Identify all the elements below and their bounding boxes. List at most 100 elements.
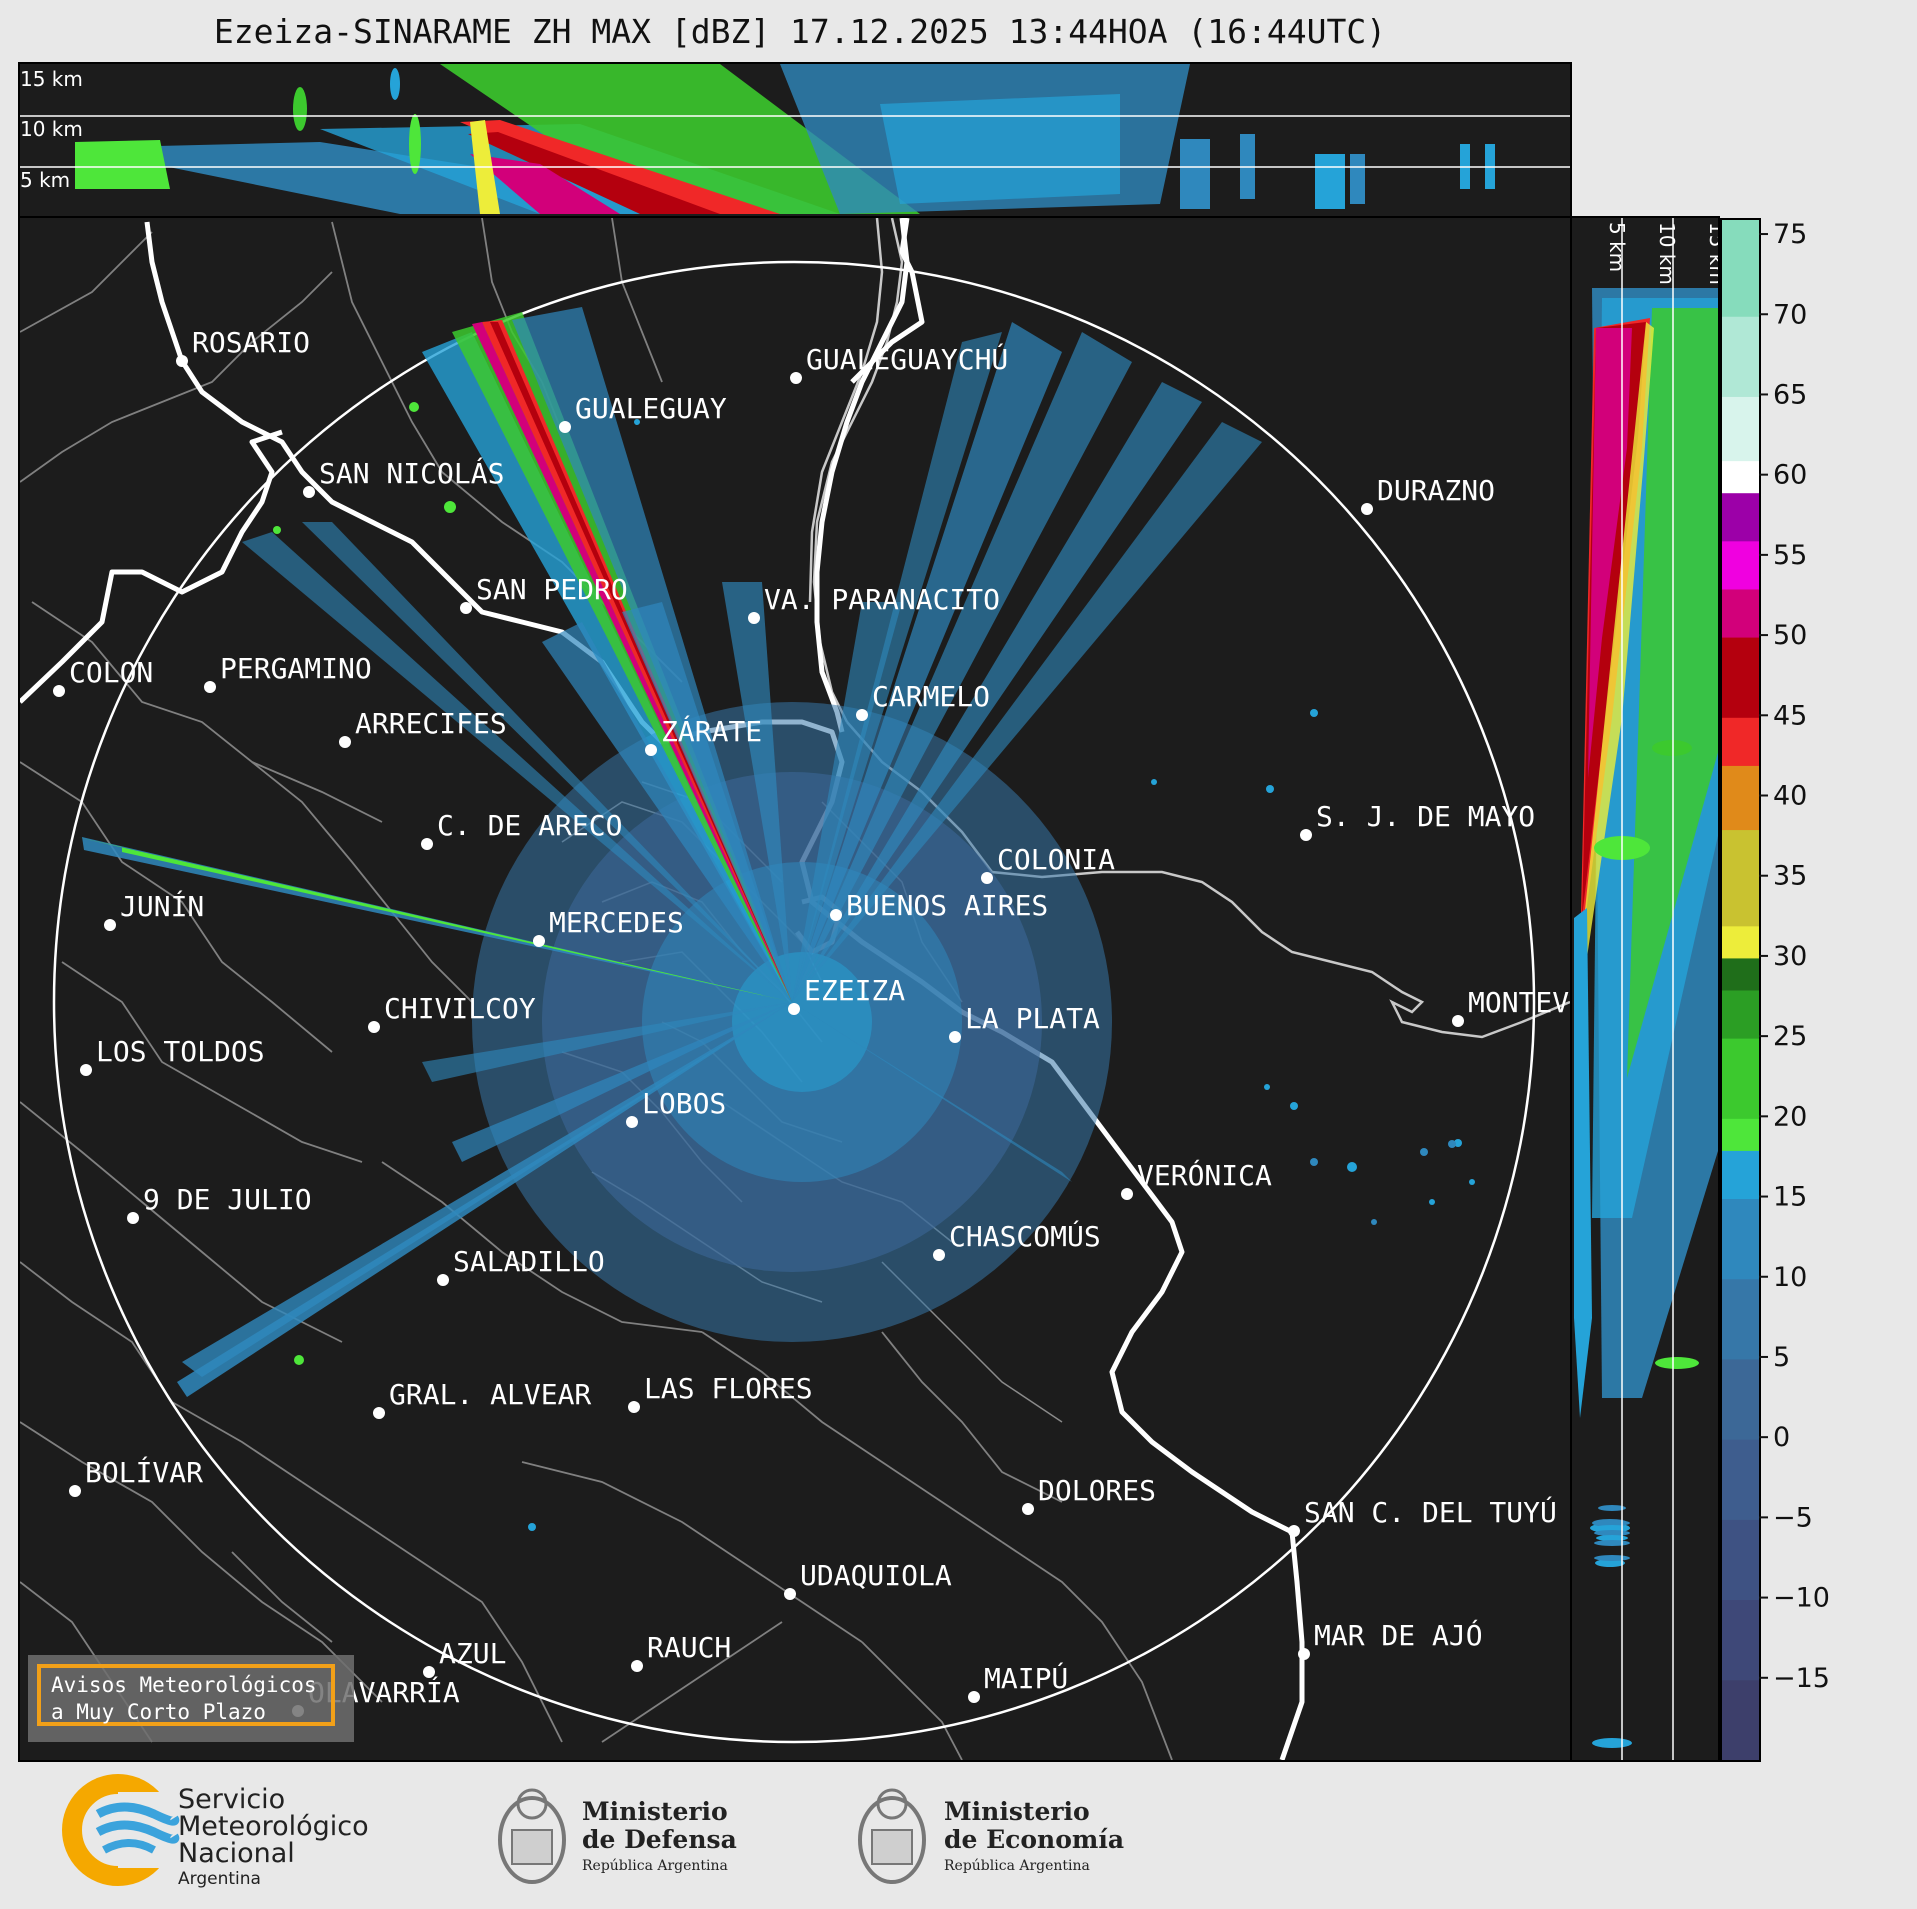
- city-9-de-julio: 9 DE JULIO: [127, 1183, 312, 1224]
- colorbar-segment: [1722, 1439, 1759, 1520]
- colorbar-segment: [1722, 925, 1759, 959]
- side-echo-fan: [1574, 288, 1718, 1748]
- city-marker-dot: [631, 1660, 643, 1672]
- colorbar-tick-label: 5: [1773, 1342, 1790, 1373]
- city-lobos: LOBOS: [626, 1087, 726, 1128]
- city-label: MONTEVIDEO: [1468, 986, 1570, 1019]
- city-chivilcoy: CHIVILCOY: [368, 992, 536, 1033]
- colorbar-segment: [1722, 492, 1759, 542]
- city-marker-dot: [645, 744, 657, 756]
- defensa-line-1: Ministerio: [582, 1797, 728, 1826]
- colorbar-ticks: 75 70 65 60 55 50 45 40 35 30 25 20 15 10 5 0 −5 −10 −15: [1759, 218, 1909, 1758]
- defensa-logo: Ministerio de Defensa República Argentin…: [498, 1788, 737, 1884]
- economia-logo: Ministerio de Economía República Argenti…: [858, 1788, 1124, 1884]
- city-label: PERGAMINO: [220, 652, 372, 685]
- colorbar-tick-label: 50: [1773, 620, 1807, 651]
- city-marker-dot: [69, 1485, 81, 1497]
- defensa-line-2: de Defensa: [582, 1825, 737, 1854]
- city-chascom-s: CHASCOMÚS: [933, 1219, 1101, 1261]
- city-label: ZÁRATE: [661, 714, 762, 748]
- city-label: DOLORES: [1038, 1474, 1156, 1507]
- colorbar-segment: [1722, 220, 1759, 317]
- city-marker-dot: [748, 612, 760, 624]
- height-label-10km: 10 km: [20, 117, 83, 141]
- city-marker-dot: [1361, 503, 1373, 515]
- city-markers: ROSARIO GUALEGUAYCHÚ GUALEGUAY SAN NICOLÁS D…: [53, 326, 1570, 1717]
- city-los-toldos: LOS TOLDOS: [80, 1035, 265, 1076]
- city-marker-dot: [368, 1021, 380, 1033]
- city-dolores: DOLORES: [1022, 1474, 1156, 1515]
- smn-line-2: Meteorológico: [178, 1811, 369, 1842]
- city-bol-var: BOLÍVAR: [69, 1455, 203, 1497]
- city-label: UDAQUIOLA: [800, 1559, 952, 1592]
- colorbar-tick-label: 20: [1773, 1101, 1807, 1132]
- city-label: RAUCH: [647, 1631, 731, 1664]
- radar-echoes: [77, 307, 1475, 1531]
- city-marker-dot: [830, 909, 842, 921]
- colorbar-segment: [1722, 1150, 1759, 1200]
- colorbar-segment: [1722, 637, 1759, 718]
- city-marker-dot: [373, 1407, 385, 1419]
- city-ver-nica: VERÓNICA: [1121, 1158, 1272, 1200]
- city-marker-dot: [339, 736, 351, 748]
- city-maip-: MAIPÚ: [968, 1661, 1068, 1703]
- city-label: EZEIZA: [804, 974, 905, 1007]
- city-marker-dot: [423, 1666, 435, 1678]
- colorbar-segment: [1722, 1679, 1759, 1760]
- city-carmelo: CARMELO: [856, 680, 990, 721]
- city-san-pedro: SAN PEDRO: [460, 573, 628, 614]
- city-s-j-de-mayo: S. J. DE MAYO: [1300, 800, 1535, 841]
- radar-map-panel: ROSARIO GUALEGUAYCHÚ GUALEGUAY SAN NICOLÁS D…: [18, 216, 1572, 1762]
- city-label: MAIPÚ: [984, 1661, 1068, 1695]
- economia-line-2: de Economía: [944, 1825, 1124, 1854]
- city-jun-n: JUNÍN: [104, 889, 204, 931]
- city-marker-dot: [1121, 1188, 1133, 1200]
- city-marker-dot: [421, 838, 433, 850]
- colorbar-tick-label: 10: [1773, 1262, 1807, 1293]
- colorbar-tick-label: −5: [1773, 1502, 1813, 1533]
- city-label: VERÓNICA: [1137, 1158, 1272, 1192]
- city-label: ROSARIO: [192, 326, 310, 359]
- colorbar-tick-label: 15: [1773, 1182, 1807, 1213]
- side-cross-section-panel: 5 km 10 km 15 km: [1570, 216, 1720, 1762]
- city-label: 9 DE JULIO: [143, 1183, 312, 1216]
- dbz-colorbar: [1720, 218, 1761, 1762]
- city-label: LAS FLORES: [644, 1372, 813, 1405]
- colorbar-segment: [1722, 540, 1759, 590]
- city-z-rate: ZÁRATE: [645, 714, 762, 756]
- colorbar-tick-label: −15: [1773, 1663, 1830, 1694]
- city-marker-dot: [303, 486, 315, 498]
- city-mar-de-aj-: MAR DE AJÓ: [1298, 1618, 1483, 1660]
- colorbar-segment: [1722, 957, 1759, 991]
- city-label: LA PLATA: [965, 1002, 1100, 1035]
- city-label: MAR DE AJÓ: [1314, 1618, 1483, 1652]
- city-montevideo: MONTEVIDEO: [1452, 986, 1570, 1027]
- city-marker-dot: [204, 681, 216, 693]
- city-marker-dot: [104, 919, 116, 931]
- city-label: S. J. DE MAYO: [1316, 800, 1535, 833]
- city-las-flores: LAS FLORES: [628, 1372, 813, 1413]
- colorbar-tick-label: 70: [1773, 299, 1807, 330]
- colorbar-segment: [1722, 1278, 1759, 1360]
- city-label: JUNÍN: [120, 889, 204, 923]
- top-echo-fan: [75, 64, 1495, 214]
- avisos-line-1: Avisos Meteorológicos: [51, 1673, 317, 1697]
- city-marker-dot: [176, 355, 188, 367]
- city-label: SAN NICOLÁS: [319, 456, 504, 490]
- colorbar-segment: [1722, 1198, 1759, 1280]
- city-label: GRAL. ALVEAR: [389, 1378, 591, 1411]
- colorbar-segment: [1722, 396, 1759, 462]
- avisos-notice-box[interactable]: Avisos Meteorológicos a Muy Corto Plazo: [28, 1655, 354, 1742]
- city-label: GUALEGUAY: [575, 392, 727, 425]
- city-gral-alvear: GRAL. ALVEAR: [373, 1378, 591, 1419]
- city-gualeguaych-: GUALEGUAYCHÚ: [790, 342, 1008, 384]
- city-colonia: COLONIA: [981, 843, 1115, 884]
- city-la-plata: LA PLATA: [949, 1002, 1100, 1043]
- city-saladillo: SALADILLO: [437, 1245, 605, 1286]
- city-marker-dot: [933, 1249, 945, 1261]
- colorbar-tick-label: 45: [1773, 700, 1807, 731]
- height-label-5km: 5 km: [20, 168, 70, 192]
- economia-line-3: República Argentina: [944, 1858, 1090, 1874]
- city-label: CHIVILCOY: [384, 992, 536, 1025]
- city-marker-dot: [1298, 1648, 1310, 1660]
